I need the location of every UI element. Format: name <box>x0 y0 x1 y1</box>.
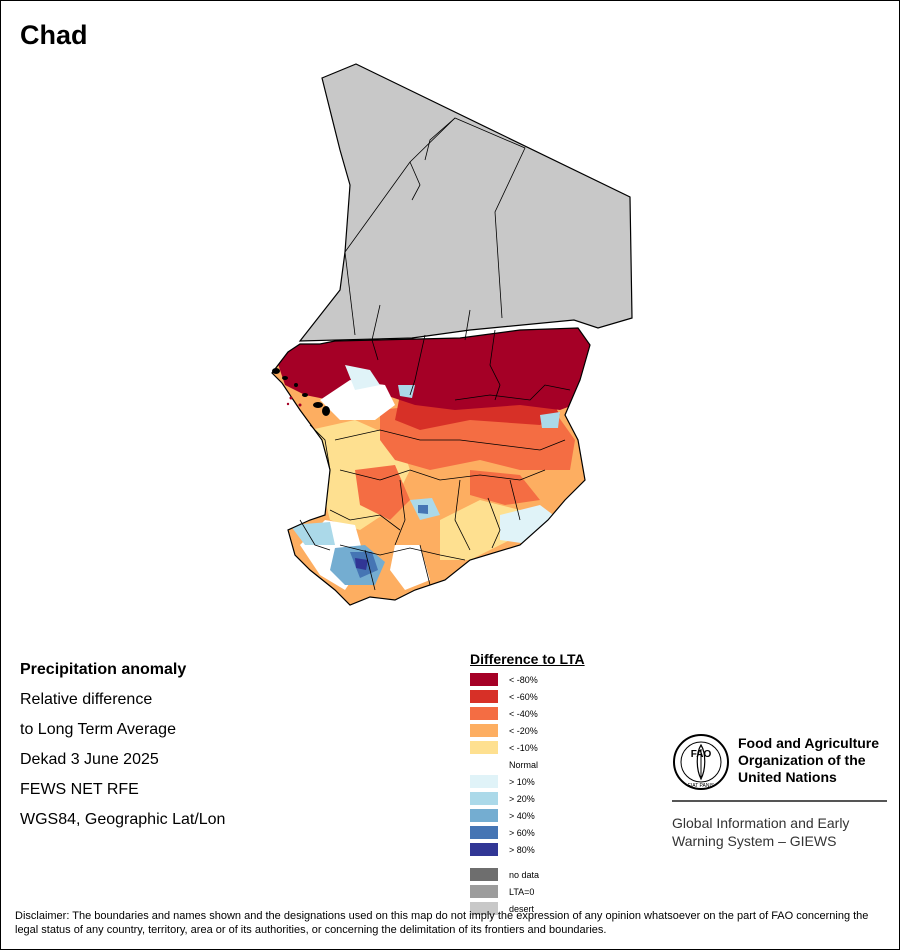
legend-swatch <box>470 758 498 771</box>
admin-boundaries <box>299 117 571 591</box>
fao-name-line-2: Organization of the <box>738 752 866 768</box>
info-line-2: Relative difference <box>20 691 153 708</box>
legend-label: > 20% <box>509 794 535 804</box>
legend-swatch <box>470 741 498 754</box>
legend-swatch <box>470 792 498 805</box>
legend-item: no data <box>470 867 670 884</box>
legend-label: < -60% <box>509 692 538 702</box>
info-line-3: to Long Term Average <box>20 721 176 738</box>
giews-line-1: Global Information and Early <box>672 815 850 831</box>
legend-label: desert <box>509 904 535 914</box>
info-line-5: FEWS NET RFE <box>20 781 139 798</box>
desert-region <box>298 63 633 342</box>
fao-divider <box>672 800 887 802</box>
legend: Difference to LTA < -80% < -60% < -40% < -2… <box>470 651 670 918</box>
anomaly-field <box>272 328 590 605</box>
legend-swatch <box>470 707 498 720</box>
giews-name: Global Information and Early Warning Sys… <box>672 814 849 850</box>
chad-anomaly-map <box>271 63 633 606</box>
legend-item: > 20% <box>470 791 670 808</box>
legend-label: LTA=0 <box>509 887 535 897</box>
fao-emblem-letters: FAO <box>691 749 712 760</box>
legend-label: < -10% <box>509 743 538 753</box>
legend-items: < -80% < -60% < -40% < -20% < -10% Normal > 10… <box>470 672 670 918</box>
legend-item: < -40% <box>470 706 670 723</box>
legend-label: < -20% <box>509 726 538 736</box>
fao-emblem-icon: FAO FIAT PANIS <box>673 734 729 790</box>
legend-label: > 10% <box>509 777 535 787</box>
legend-label: > 60% <box>509 828 535 838</box>
legend-item: < -20% <box>470 723 670 740</box>
legend-item: > 60% <box>470 825 670 842</box>
legend-item: > 80% <box>470 842 670 859</box>
legend-label: > 80% <box>509 845 535 855</box>
legend-swatch <box>470 809 498 822</box>
legend-swatch <box>470 724 498 737</box>
southern-outline <box>271 327 591 606</box>
map-title: Chad <box>20 20 88 50</box>
legend-item: > 10% <box>470 774 670 791</box>
fao-name: Food and Agriculture Organization of the… <box>738 735 879 786</box>
lake-chad <box>272 368 330 416</box>
legend-item: Normal <box>470 757 670 774</box>
legend-swatch <box>470 868 498 881</box>
info-line-6: WGS84, Geographic Lat/Lon <box>20 811 226 828</box>
legend-swatch <box>470 826 498 839</box>
fao-name-line-1: Food and Agriculture <box>738 735 880 751</box>
fao-name-line-3: United Nations <box>738 769 837 785</box>
info-line-4: Dekad 3 June 2025 <box>20 751 159 768</box>
legend-swatch <box>470 843 498 856</box>
legend-item: > 40% <box>470 808 670 825</box>
legend-item: LTA=0 <box>470 884 670 901</box>
legend-item: < -80% <box>470 672 670 689</box>
legend-swatch <box>470 673 498 686</box>
legend-item: desert <box>470 901 670 918</box>
info-line-1: Precipitation anomaly <box>20 661 187 678</box>
legend-swatch <box>470 902 498 915</box>
legend-item: < -60% <box>470 689 670 706</box>
normal-white-area <box>320 380 395 420</box>
fao-emblem-motto: FIAT PANIS <box>688 783 715 789</box>
legend-swatch <box>470 885 498 898</box>
legend-label: no data <box>509 870 540 880</box>
legend-title: Difference to LTA <box>470 651 585 667</box>
legend-label: > 40% <box>509 811 535 821</box>
legend-label: < -40% <box>509 709 538 719</box>
legend-swatch <box>470 690 498 703</box>
legend-label: < -80% <box>509 675 538 685</box>
map-info: Precipitation anomaly Relative differenc… <box>20 655 225 835</box>
legend-swatch <box>470 775 498 788</box>
legend-gap <box>470 859 670 867</box>
legend-label: Normal <box>509 760 539 770</box>
disclaimer: Disclaimer: The boundaries and names sho… <box>15 910 869 936</box>
giews-line-2: Warning System – GIEWS <box>672 833 837 849</box>
legend-item: < -10% <box>470 740 670 757</box>
